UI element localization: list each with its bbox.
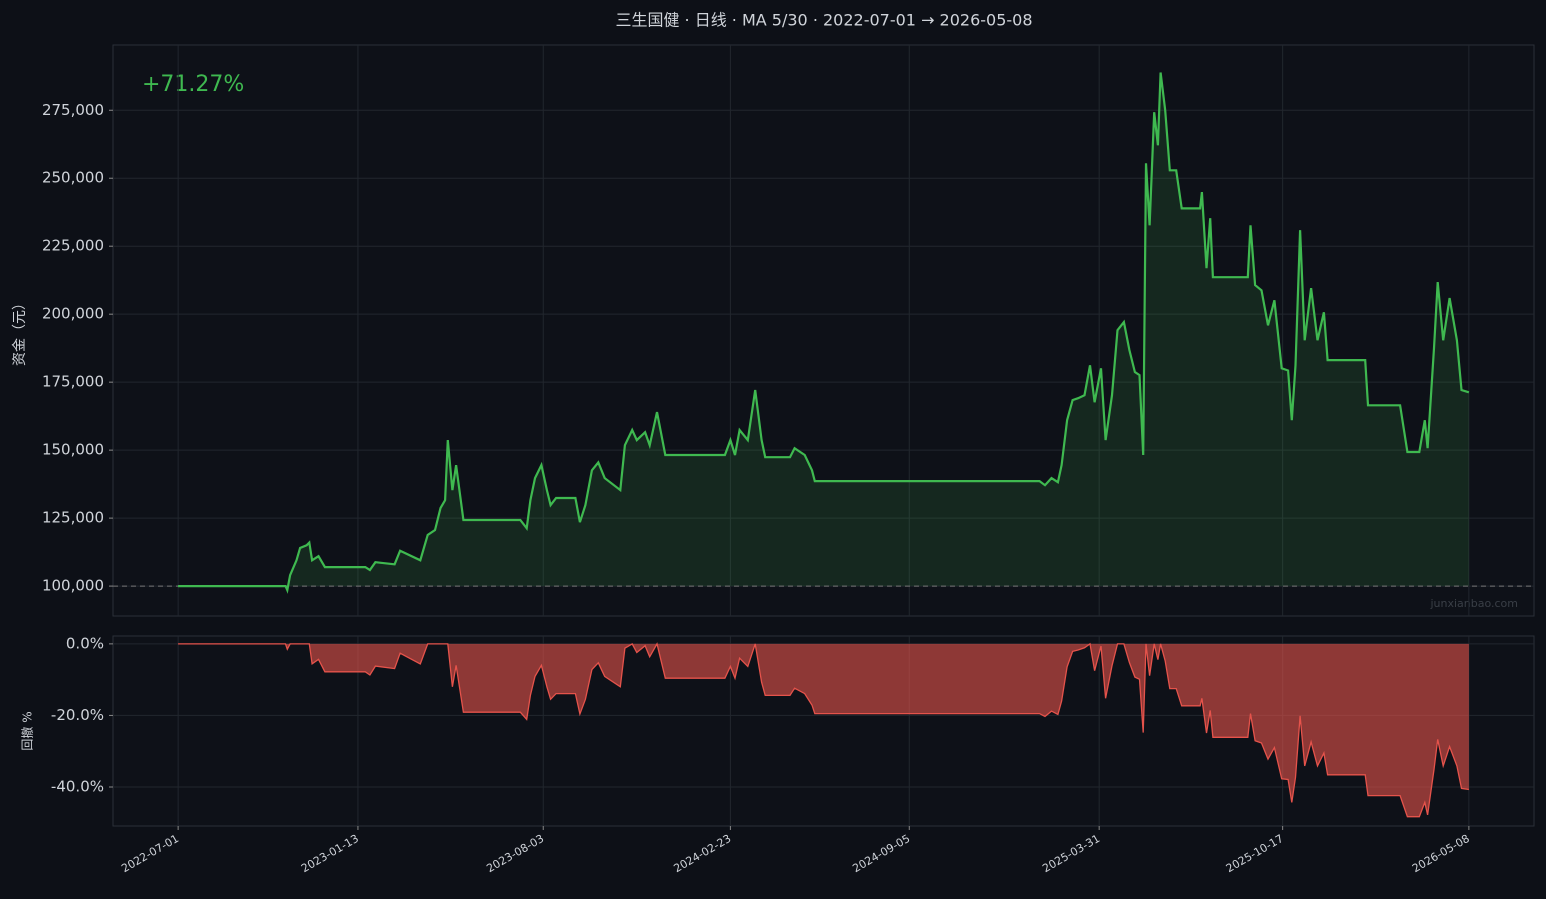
watermark: junxianbao.com — [1429, 597, 1518, 610]
x-tick-label: 2023-01-13 — [299, 832, 361, 875]
x-tick-label: 2024-02-23 — [672, 832, 734, 875]
x-tick-label: 2025-10-17 — [1224, 832, 1286, 875]
y-tick-label: -40.0% — [51, 777, 104, 795]
y-axis-label: 资金（元） — [12, 296, 28, 366]
y-tick-label: 150,000 — [42, 441, 104, 459]
x-tick-label: 2023-08-03 — [484, 832, 546, 875]
y-tick-label: 275,000 — [42, 101, 104, 119]
y-tick-label: 100,000 — [42, 577, 104, 595]
y-tick-label: -20.0% — [51, 706, 104, 724]
y-tick-label: 250,000 — [42, 169, 104, 187]
chart-title: 三生国健 · 日线 · MA 5/30 · 2022-07-01 → 2026-… — [615, 11, 1032, 30]
y-tick-label: 125,000 — [42, 509, 104, 527]
return-annotation: +71.27% — [142, 72, 244, 97]
x-tick-label: 2024-09-05 — [850, 832, 912, 875]
series-line — [178, 72, 1470, 594]
x-tick-label: 2025-03-31 — [1040, 832, 1102, 875]
x-tick-label: 2026-05-08 — [1410, 832, 1472, 875]
x-tick-label: 2022-07-01 — [119, 832, 181, 875]
y-tick-label: 200,000 — [42, 305, 104, 323]
y-tick-label: 225,000 — [42, 237, 104, 255]
y-tick-label: 175,000 — [42, 373, 104, 391]
area-fill — [178, 643, 1469, 817]
y-tick-label: 0.0% — [66, 634, 104, 652]
y-axis-label: 回撤 % — [20, 711, 35, 750]
series-line — [178, 642, 1469, 818]
